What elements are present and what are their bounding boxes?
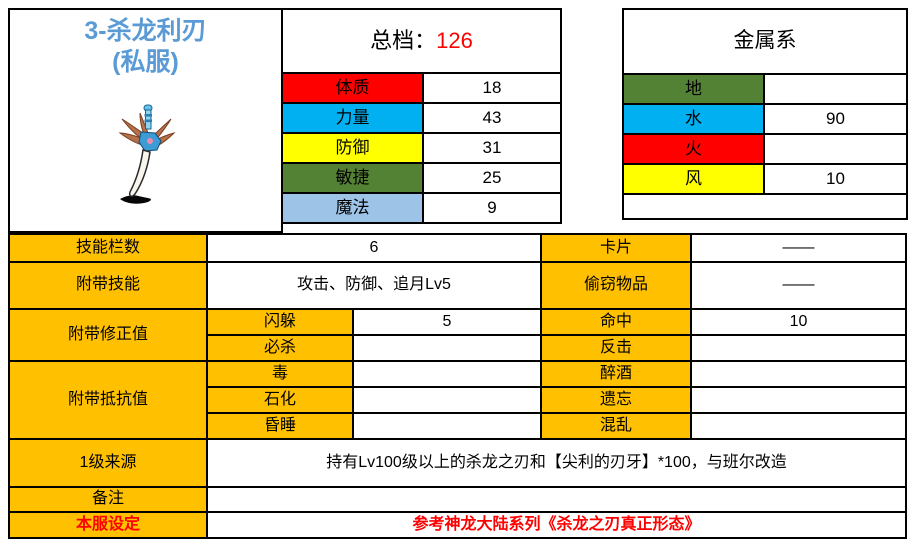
server-setting-label: 本服设定 — [8, 511, 208, 539]
hit-value: 10 — [690, 308, 907, 336]
hit-label: 命中 — [540, 308, 692, 336]
sleep-label: 昏睡 — [206, 412, 354, 440]
level1-source-label: 1级来源 — [8, 438, 208, 488]
stats-card: 总档：126 体质 18 力量 43 防御 31 敏捷 25 魔法 9 — [280, 8, 563, 224]
forget-label: 遗忘 — [540, 386, 692, 414]
poison-label: 毒 — [206, 360, 354, 388]
poison-value — [352, 360, 542, 388]
element-label-fire: 火 — [622, 133, 765, 165]
card-label: 卡片 — [540, 233, 692, 263]
element-value-earth — [763, 73, 908, 105]
confusion-label: 混乱 — [540, 412, 692, 440]
skill-slots-value: 6 — [206, 233, 542, 263]
pet-title: 3-杀龙利刃 (私服) — [10, 10, 281, 78]
spike-left-2 — [117, 132, 145, 146]
stat-label-agility: 敏捷 — [281, 162, 424, 194]
confusion-value — [690, 412, 907, 440]
element-label-water: 水 — [622, 103, 765, 135]
dodge-value: 5 — [352, 308, 542, 336]
petrify-value — [352, 386, 542, 414]
skills-value: 攻击、防御、追月Lv5 — [206, 261, 542, 310]
drunk-value — [690, 360, 907, 388]
element-value-water: 90 — [763, 103, 908, 135]
skill-slots-label: 技能栏数 — [8, 233, 208, 263]
sleep-value — [352, 412, 542, 440]
element-label-earth: 地 — [622, 73, 765, 105]
element-system-header: 金属系 — [622, 8, 908, 75]
element-card-footer — [622, 193, 908, 220]
pet-title-line1: 3-杀龙利刃 — [84, 17, 207, 45]
element-value-fire — [763, 133, 908, 165]
stat-value-defense: 31 — [421, 132, 563, 164]
pet-card: 3-杀龙利刃 (私服) — [8, 8, 283, 233]
dodge-label: 闪躲 — [206, 308, 354, 336]
petrify-label: 石化 — [206, 386, 354, 414]
element-label-wind: 风 — [622, 163, 765, 195]
forget-value — [690, 386, 907, 414]
sprite-blade — [128, 149, 151, 197]
level1-source-value: 持有Lv100级以上的杀龙之刃和【尖利的刃牙】*100，与班尔改造 — [206, 438, 907, 488]
pet-title-line2: (私服) — [112, 48, 179, 76]
skills-label: 附带技能 — [8, 261, 208, 310]
total-grade-header: 总档：126 — [280, 8, 563, 74]
stat-label-magic: 魔法 — [281, 192, 424, 224]
counter-label: 反击 — [540, 334, 692, 362]
modifiers-label: 附带修正值 — [8, 308, 208, 362]
notes-value — [206, 486, 907, 513]
notes-label: 备注 — [8, 486, 208, 513]
stat-value-agility: 25 — [421, 162, 563, 194]
drunk-label: 醉酒 — [540, 360, 692, 388]
critical-label: 必杀 — [206, 334, 354, 362]
details-table: 技能栏数 6 卡片 —— 附带技能 攻击、防御、追月Lv5 偷窃物品 —— 附带… — [8, 233, 907, 539]
element-card: 金属系 地 水 90 火 风 10 — [622, 8, 908, 220]
stat-label-defense: 防御 — [281, 132, 424, 164]
sprite-shadow — [119, 195, 151, 204]
steal-item-value: —— — [690, 261, 907, 310]
steal-item-label: 偷窃物品 — [540, 261, 692, 310]
stat-label-constitution: 体质 — [281, 72, 424, 104]
dragon-slayer-blade-sprite-icon — [117, 104, 176, 204]
total-grade-value: 126 — [436, 28, 473, 54]
stat-value-constitution: 18 — [421, 72, 563, 104]
element-value-wind: 10 — [763, 163, 908, 195]
pet-sprite-wrap — [10, 104, 281, 210]
server-setting-value: 参考神龙大陆系列《杀龙之刃真正形态》 — [206, 511, 907, 539]
card-value: —— — [690, 233, 907, 263]
critical-value — [352, 334, 542, 362]
stat-value-strength: 43 — [421, 102, 563, 134]
stat-label-strength: 力量 — [281, 102, 424, 134]
total-grade-label: 总档： — [370, 28, 437, 54]
resistances-label: 附带抵抗值 — [8, 360, 208, 440]
stat-value-magic: 9 — [421, 192, 563, 224]
counter-value — [690, 334, 907, 362]
